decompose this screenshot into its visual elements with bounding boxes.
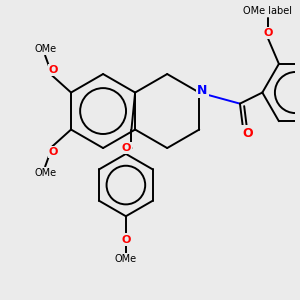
Text: O: O	[122, 143, 131, 153]
Text: OMe: OMe	[34, 44, 56, 54]
Text: O: O	[263, 28, 272, 38]
Text: OMe: OMe	[34, 168, 56, 178]
Text: OMe: OMe	[115, 254, 137, 264]
Text: N: N	[197, 84, 207, 97]
Text: O: O	[121, 235, 130, 244]
Text: O: O	[242, 127, 253, 140]
Text: O: O	[49, 65, 58, 75]
Text: OMe label: OMe label	[243, 6, 292, 16]
Text: O: O	[49, 147, 58, 157]
